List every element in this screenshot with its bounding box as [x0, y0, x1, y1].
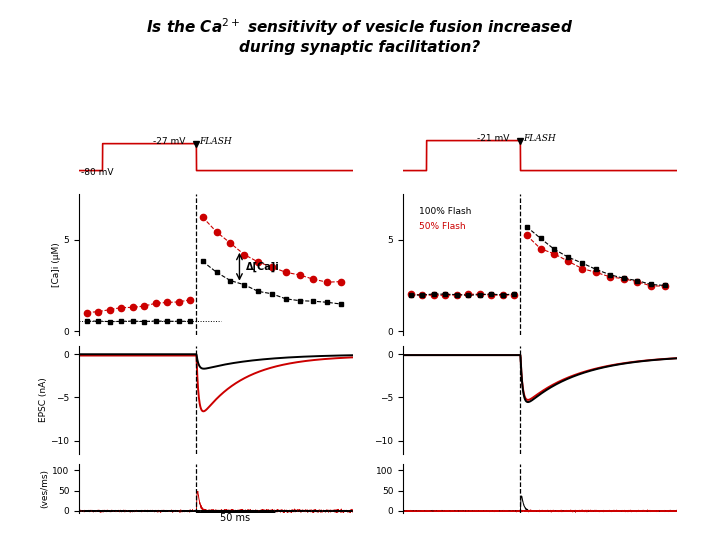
Text: FLASH: FLASH: [199, 137, 232, 146]
Y-axis label: EPSC (nA): EPSC (nA): [39, 377, 48, 422]
Text: -80 mV: -80 mV: [81, 167, 113, 177]
Text: 100% Flash: 100% Flash: [419, 207, 471, 216]
Text: Δ[Ca]i: Δ[Ca]i: [246, 261, 279, 272]
Y-axis label: [Ca]i (μM): [Ca]i (μM): [52, 242, 61, 287]
Text: -21 mV: -21 mV: [477, 134, 510, 143]
Text: FLASH: FLASH: [523, 134, 556, 143]
Text: 50 ms: 50 ms: [220, 514, 251, 523]
Y-axis label: (ves/ms): (ves/ms): [40, 469, 50, 508]
Text: Is the Ca$^{2+}$ sensitivity of vesicle fusion increased
during synaptic facilit: Is the Ca$^{2+}$ sensitivity of vesicle …: [146, 16, 574, 55]
Text: -27 mV: -27 mV: [153, 137, 186, 146]
Text: 50% Flash: 50% Flash: [419, 222, 465, 231]
